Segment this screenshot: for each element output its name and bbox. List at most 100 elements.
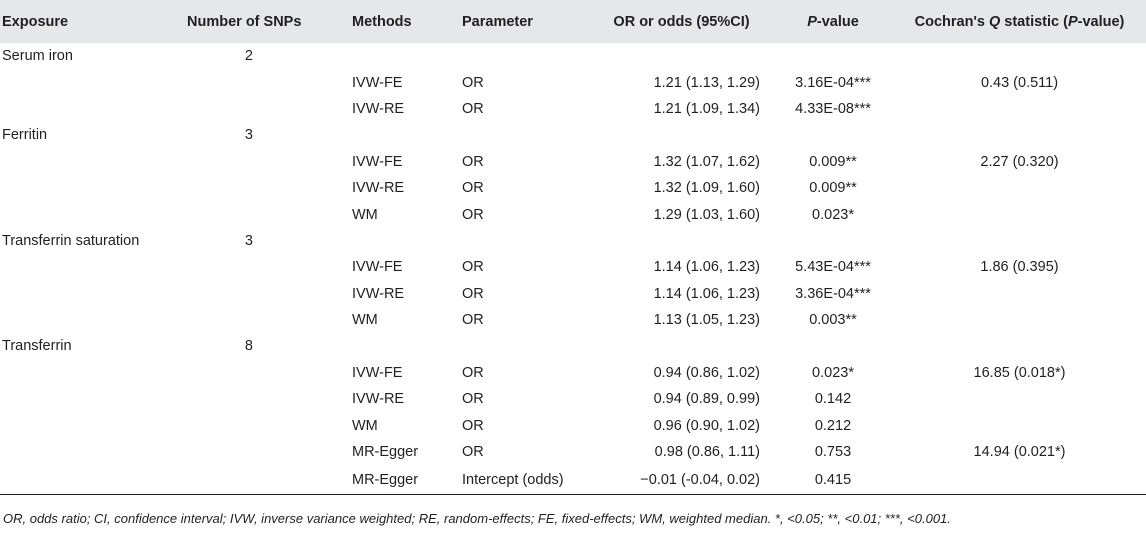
header-p-rest: -value (816, 13, 859, 30)
cell-number-of-snps (187, 307, 352, 333)
cell-exposure (0, 412, 187, 438)
cell-p-value: 0.415 (775, 465, 891, 495)
cell-exposure (0, 439, 187, 465)
cell-p-value: 0.009** (809, 180, 857, 197)
cell-cochran-q (891, 307, 1146, 333)
cell-or-ci (588, 333, 775, 359)
table-header: Exposure Number of SNPs Methods Paramete… (0, 0, 1146, 43)
cell-parameter: OR (462, 180, 484, 197)
cell-parameter: OR (462, 206, 484, 223)
table-row: IVW-RE OR 1.14 (1.06, 1.23) 3.36E-04*** (0, 281, 1146, 307)
cell-or-ci: 0.94 (0.86, 1.02) (653, 364, 760, 381)
table-row: Transferrin 8 (0, 333, 1146, 359)
cell-p-value: 0.142 (814, 391, 852, 408)
cell-method: IVW-FE (352, 153, 403, 170)
cell-p-value (775, 43, 891, 69)
table-row: MR-Egger Intercept (odds) −0.01 (-0.04, 0.… (0, 465, 1146, 495)
cell-p-value: 0.212 (814, 417, 852, 434)
cell-number-of-snps (187, 96, 352, 122)
cell-exposure (0, 254, 187, 280)
table-row: WM OR 1.29 (1.03, 1.60) 0.023* (0, 201, 1146, 227)
cell-method: IVW-FE (352, 364, 403, 381)
table-row: Transferrin saturation 3 (0, 228, 1146, 254)
cell-p-value: 0.023* (812, 364, 854, 381)
cell-method (352, 228, 462, 254)
cell-parameter: OR (462, 285, 484, 302)
cell-exposure (0, 175, 187, 201)
table-footnote: OR, odds ratio; CI, confidence interval;… (3, 511, 951, 526)
cell-cochran-q: 0.43 (0.511) (980, 74, 1059, 91)
table-row: WM OR 1.13 (1.05, 1.23) 0.003** (0, 307, 1146, 333)
cell-cochran-q (891, 96, 1146, 122)
cell-p-value (775, 122, 891, 148)
cell-parameter: OR (462, 444, 484, 461)
cell-number-of-snps (187, 201, 352, 227)
cell-number-of-snps: 8 (244, 338, 253, 355)
header-q-post: -value) (1077, 13, 1125, 30)
cell-cochran-q (891, 333, 1146, 359)
cell-method: IVW-RE (352, 100, 405, 117)
table-row: IVW-RE OR 0.94 (0.89, 0.99) 0.142 (0, 386, 1146, 412)
cell-p-value: 0.023* (812, 206, 854, 223)
cell-number-of-snps (187, 360, 352, 386)
table-row: IVW-FE OR 0.94 (0.86, 1.02) 0.023* 16.85 (0.… (0, 360, 1146, 386)
header-q-mid: statistic ( (1000, 13, 1068, 30)
cell-p-value (775, 333, 891, 359)
cell-number-of-snps (187, 412, 352, 438)
cell-cochran-q (891, 228, 1146, 254)
cell-method: WM (352, 417, 378, 434)
cell-exposure (0, 465, 187, 495)
table-row: IVW-FE OR 1.21 (1.13, 1.29) 3.16E-04*** 0.43… (0, 69, 1146, 95)
cell-exposure (0, 96, 187, 122)
cell-exposure (0, 201, 187, 227)
table-row: IVW-RE OR 1.32 (1.09, 1.60) 0.009** (0, 175, 1146, 201)
cell-exposure: Transferrin saturation (2, 232, 140, 249)
cell-cochran-q (891, 122, 1146, 148)
cell-exposure (0, 69, 187, 95)
cell-exposure (0, 281, 187, 307)
cell-p-value: 3.16E-04*** (795, 74, 871, 91)
header-exposure: Exposure (2, 13, 69, 30)
cell-parameter: OR (462, 74, 484, 91)
cell-method: IVW-RE (352, 180, 405, 197)
cell-number-of-snps (187, 281, 352, 307)
header-row: Exposure Number of SNPs Methods Paramete… (0, 0, 1146, 43)
cell-cochran-q (891, 43, 1146, 69)
cell-cochran-q: 2.27 (0.320) (980, 153, 1059, 170)
cell-exposure (0, 307, 187, 333)
table-row: Ferritin 3 (0, 122, 1146, 148)
cell-number-of-snps (187, 149, 352, 175)
cell-parameter: OR (462, 391, 484, 408)
cell-method (352, 122, 462, 148)
header-cochran-q: Cochran's Q statistic (P-value) (891, 0, 1146, 43)
cell-parameter: OR (462, 417, 484, 434)
cell-number-of-snps (187, 69, 352, 95)
cell-or-ci (588, 122, 775, 148)
cell-number-of-snps: 3 (244, 127, 253, 144)
cell-parameter: OR (462, 364, 484, 381)
cell-number-of-snps (187, 439, 352, 465)
cell-method: MR-Egger (352, 444, 419, 461)
cell-method: IVW-FE (352, 259, 403, 276)
results-table: Exposure Number of SNPs Methods Paramete… (0, 0, 1146, 495)
header-p-italic: P (807, 13, 817, 30)
cell-or-ci: 0.94 (0.89, 0.99) (653, 391, 760, 408)
cell-p-value: 0.003** (809, 312, 857, 329)
header-q-italic: Q (988, 13, 1001, 30)
cell-exposure: Transferrin (2, 338, 72, 355)
cell-exposure: Ferritin (2, 127, 48, 144)
table-row: Serum iron 2 (0, 43, 1146, 69)
cell-cochran-q (891, 175, 1146, 201)
cell-or-ci: −0.01 (-0.04, 0.02) (588, 465, 775, 495)
header-number-of-snps: Number of SNPs (187, 13, 302, 30)
cell-parameter: OR (462, 153, 484, 170)
table-row: MR-Egger OR 0.98 (0.86, 1.11) 0.753 14.94 (0… (0, 439, 1146, 465)
cell-parameter: OR (462, 100, 484, 117)
cell-or-ci: 0.98 (0.86, 1.11) (654, 444, 760, 461)
cell-or-ci: 1.21 (1.09, 1.34) (653, 100, 760, 117)
table-row: IVW-FE OR 1.32 (1.07, 1.62) 0.009** 2.27 (0.… (0, 149, 1146, 175)
cell-or-ci: 1.29 (1.03, 1.60) (653, 206, 760, 223)
cell-cochran-q (891, 465, 1146, 495)
cell-or-ci: 1.32 (1.09, 1.60) (653, 180, 760, 197)
cell-p-value: 0.009** (809, 153, 857, 170)
